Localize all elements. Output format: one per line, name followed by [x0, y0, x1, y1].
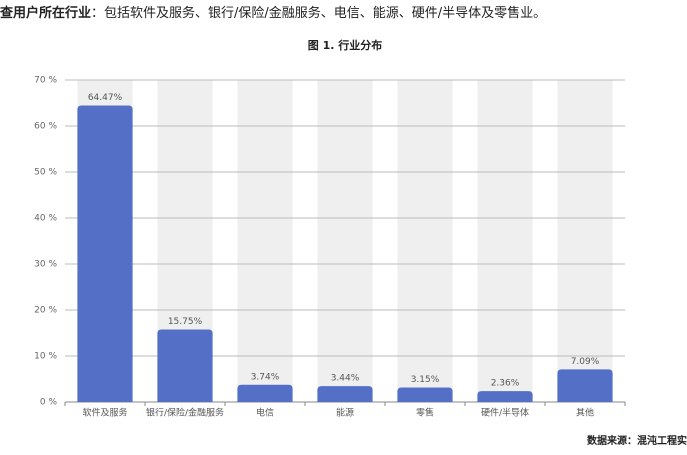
- bar: [157, 329, 213, 402]
- y-tick-label: 30 %: [34, 260, 57, 270]
- y-tick-label: 60 %: [34, 122, 57, 132]
- intro-text: 查用户所在行业：包括软件及服务、银行/保险/金融服务、电信、能源、硬件/半导体及…: [0, 2, 546, 21]
- bar-background: [317, 80, 373, 402]
- x-tick-label: 电信: [256, 407, 274, 419]
- x-tick-label: 能源: [336, 407, 354, 419]
- value-label: 64.47%: [88, 93, 123, 103]
- x-tick-label: 其他: [576, 407, 594, 419]
- intro-lead: 查用户所在行业: [0, 6, 92, 21]
- value-label: 3.44%: [331, 374, 360, 384]
- y-tick-label: 50 %: [34, 168, 57, 178]
- bar: [397, 387, 453, 402]
- y-tick-label: 0 %: [40, 398, 58, 408]
- bar: [477, 391, 533, 402]
- bar: [77, 105, 133, 403]
- x-tick-label: 银行/保险/金融服务: [146, 407, 224, 419]
- intro-body: ：包括软件及服务、银行/保险/金融服务、电信、能源、硬件/半导体及零售业。: [91, 6, 547, 21]
- bar-background: [557, 80, 613, 402]
- x-tick-label: 软件及服务: [82, 407, 127, 419]
- y-tick-label: 40 %: [34, 214, 57, 224]
- source-note: 数据来源：混沌工程实: [587, 434, 687, 447]
- bar: [557, 369, 613, 402]
- value-label: 15.75%: [168, 317, 203, 327]
- value-label: 7.09%: [571, 357, 600, 367]
- value-label: 2.36%: [491, 379, 520, 389]
- x-tick-label: 零售: [416, 407, 434, 419]
- bar: [237, 384, 293, 402]
- value-label: 3.15%: [411, 375, 440, 385]
- y-tick-label: 10 %: [34, 352, 57, 362]
- value-label: 3.74%: [251, 372, 280, 382]
- y-tick-label: 70 %: [34, 76, 57, 86]
- bar-background: [477, 80, 533, 402]
- bar-background: [397, 80, 453, 402]
- bar: [317, 386, 373, 402]
- bar-background: [237, 80, 293, 402]
- chart-title: 图 1. 行业分布: [308, 38, 383, 52]
- x-tick-label: 硬件/半导体: [481, 407, 529, 419]
- y-tick-label: 20 %: [34, 306, 57, 316]
